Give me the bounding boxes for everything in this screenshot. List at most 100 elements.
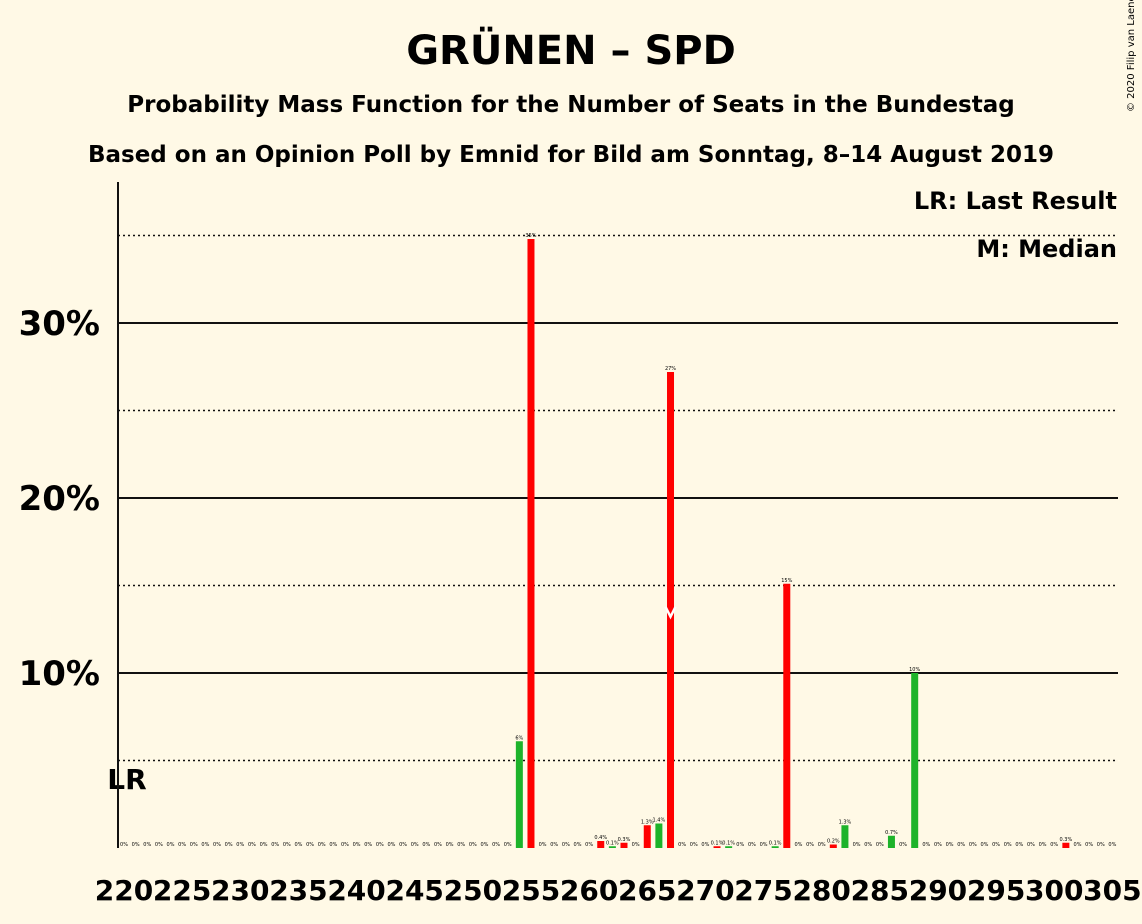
data-label-257: 0% xyxy=(550,842,558,848)
bar-254 xyxy=(515,741,523,848)
y-tick-10: 10% xyxy=(19,654,100,694)
data-label-226: 0% xyxy=(190,842,198,848)
data-label-253: 0% xyxy=(504,842,512,848)
data-label-242: 0% xyxy=(376,842,384,848)
chart-subtitle: Probability Mass Function for the Number… xyxy=(127,92,1014,118)
bar-265 xyxy=(643,825,651,848)
data-label-269: 0% xyxy=(690,842,698,848)
y-tick-30: 30% xyxy=(19,304,100,344)
data-label-256: 0% xyxy=(539,842,547,848)
data-label-239: 0% xyxy=(341,842,349,848)
data-label-291: 0% xyxy=(946,842,954,848)
bar-262 xyxy=(608,846,616,848)
x-tick-220: 220 xyxy=(95,874,153,907)
data-label-220: 0% xyxy=(120,842,128,848)
data-label-267: 27% xyxy=(665,366,676,372)
data-label-231: 0% xyxy=(248,842,256,848)
data-label-224: 0% xyxy=(167,842,175,848)
last-result-marker: LR xyxy=(107,763,146,796)
data-label-232: 0% xyxy=(260,842,268,848)
x-tick-235: 235 xyxy=(269,874,327,907)
data-label-296: 0% xyxy=(1004,842,1012,848)
data-label-238: 0% xyxy=(329,842,337,848)
x-tick-225: 225 xyxy=(153,874,211,907)
data-label-235: 0% xyxy=(294,842,302,848)
data-label-258: 0% xyxy=(562,842,570,848)
data-label-244: 0% xyxy=(399,842,407,848)
data-label-285: 0% xyxy=(876,842,884,848)
data-label-264: 0% xyxy=(632,842,640,848)
data-label-247: 0% xyxy=(434,842,442,848)
data-label-270: 0% xyxy=(701,842,709,848)
bar-301 xyxy=(1062,842,1070,848)
data-label-259: 0% xyxy=(574,842,582,848)
data-label-223: 0% xyxy=(155,842,163,848)
data-label-273: 0% xyxy=(736,842,744,848)
gridlines xyxy=(118,234,1118,762)
data-label-277: 15% xyxy=(781,578,792,584)
bar-281 xyxy=(829,844,837,848)
median-marker xyxy=(664,606,677,620)
bar-277 xyxy=(783,583,791,848)
x-tick-295: 295 xyxy=(967,874,1025,907)
legend-median: M: Median xyxy=(976,235,1117,263)
bar-263 xyxy=(620,842,628,848)
x-tick-245: 245 xyxy=(385,874,443,907)
data-label-240: 0% xyxy=(353,842,361,848)
data-labels: 0% 0% 0% 0% 0% 0% 0% 0% 0% 0% 0% 0% 0% 0% 0% 0% 0% 0% 0% 0%… xyxy=(120,233,1117,848)
data-label-275: 0% xyxy=(760,842,768,848)
data-label-249: 0% xyxy=(457,842,465,848)
data-label-276: 0.1% xyxy=(769,840,782,846)
data-label-305: 0% xyxy=(1108,842,1116,848)
data-label-304: 0% xyxy=(1097,842,1105,848)
data-label-280: 0% xyxy=(818,842,826,848)
data-label-282: 1.3% xyxy=(839,819,852,825)
bar-267 xyxy=(667,372,675,848)
data-label-246: 0% xyxy=(422,842,430,848)
data-label-262: 0.1% xyxy=(606,840,619,846)
data-label-227: 0% xyxy=(201,842,209,848)
data-label-254: 6% xyxy=(515,735,523,741)
x-tick-285: 285 xyxy=(851,874,909,907)
data-label-272: 0.1% xyxy=(722,840,735,846)
bar-288 xyxy=(911,673,919,848)
x-tick-290: 290 xyxy=(909,874,967,907)
data-label-265: 1.3% xyxy=(641,819,654,825)
bars xyxy=(515,239,1070,848)
data-label-278: 0% xyxy=(794,842,802,848)
data-label-288: 10% xyxy=(909,667,920,673)
bar-255 xyxy=(527,239,535,848)
data-label-234: 0% xyxy=(283,842,291,848)
data-label-290: 0% xyxy=(934,842,942,848)
data-label-295: 0% xyxy=(992,842,1000,848)
data-label-281: 0.2% xyxy=(827,839,840,845)
data-label-293: 0% xyxy=(969,842,977,848)
data-label-251: 0% xyxy=(480,842,488,848)
data-label-268: 0% xyxy=(678,842,686,848)
x-tick-300: 300 xyxy=(1025,874,1083,907)
x-tick-255: 255 xyxy=(502,874,560,907)
data-label-248: 0% xyxy=(446,842,454,848)
data-label-297: 0% xyxy=(1015,842,1023,848)
x-tick-280: 280 xyxy=(792,874,850,907)
data-label-284: 0% xyxy=(864,842,872,848)
x-tick-240: 240 xyxy=(327,874,385,907)
data-label-299: 0% xyxy=(1039,842,1047,848)
data-label-279: 0% xyxy=(806,842,814,848)
data-label-228: 0% xyxy=(213,842,221,848)
data-label-225: 0% xyxy=(178,842,186,848)
data-label-271: 0.1% xyxy=(711,840,724,846)
chart-title: GRÜNEN – SPD xyxy=(406,26,736,74)
x-tick-260: 260 xyxy=(560,874,618,907)
x-tick-230: 230 xyxy=(211,874,269,907)
bar-272 xyxy=(725,846,733,848)
data-label-233: 0% xyxy=(271,842,279,848)
bar-276 xyxy=(771,846,779,848)
data-label-283: 0% xyxy=(853,842,861,848)
data-label-261: 0.4% xyxy=(594,835,607,841)
x-tick-270: 270 xyxy=(676,874,734,907)
data-label-260: 0% xyxy=(585,842,593,848)
copyright-text: © 2020 Filip van Laenen xyxy=(1126,0,1137,112)
data-label-300: 0% xyxy=(1050,842,1058,848)
